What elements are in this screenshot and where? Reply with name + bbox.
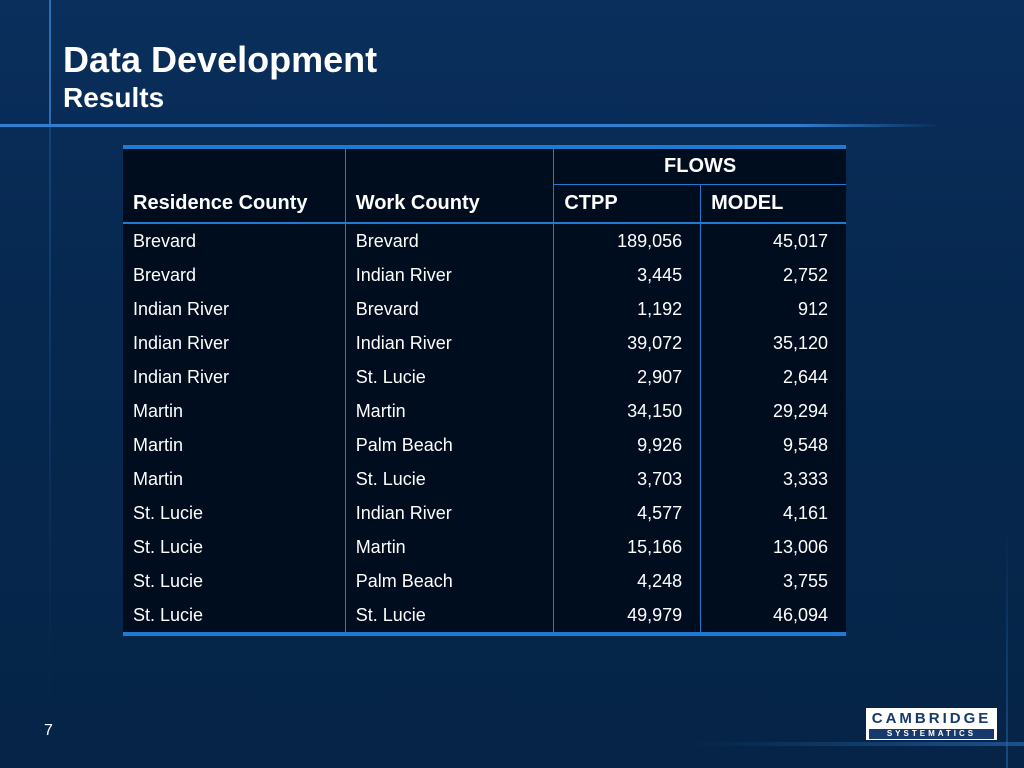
flows-table: FLOWS Residence County Work County CTPP …: [123, 145, 846, 636]
slide-subtitle: Results: [63, 82, 165, 113]
logo-tagline: SYSTEMATICS: [869, 729, 994, 739]
cell-model: 4,161: [700, 496, 846, 530]
table-row: Indian River Brevard 1,192 912: [123, 292, 846, 326]
cambridge-systematics-logo: CAMBRIDGE SYSTEMATICS: [866, 708, 997, 740]
header-ctpp: CTPP: [553, 184, 701, 224]
cell-ctpp: 3,703: [553, 462, 701, 496]
accent-horizontal-line: [0, 124, 940, 127]
table-row: St. Lucie Martin 15,166 13,006: [123, 530, 846, 564]
cell-ctpp: 9,926: [553, 428, 701, 462]
cell-ctpp: 4,248: [553, 564, 701, 598]
cell-work-county: Brevard: [344, 292, 554, 326]
cell-model: 9,548: [700, 428, 846, 462]
cell-residence-county: Indian River: [133, 298, 230, 319]
cell-work-county: St. Lucie: [344, 598, 554, 634]
table-row: Martin St. Lucie 3,703 3,333: [123, 462, 846, 496]
cell-residence-county: St. Lucie: [133, 604, 204, 625]
cell-ctpp: 3,445: [553, 258, 701, 292]
cell-residence-county: St. Lucie: [133, 536, 204, 557]
cell-ctpp: 1,192: [553, 292, 701, 326]
cell-residence-county: Indian River: [133, 366, 230, 387]
table-row: St. Lucie Palm Beach 4,248 3,755: [123, 564, 846, 598]
header-model: MODEL: [700, 184, 846, 224]
table-row: Martin Palm Beach 9,926 9,548: [123, 428, 846, 462]
cell-residence-county: Martin: [133, 468, 184, 489]
cell-ctpp: 34,150: [553, 394, 701, 428]
cell-model: 3,333: [700, 462, 846, 496]
table-row: Indian River St. Lucie 2,907 2,644: [123, 360, 846, 394]
cell-model: 2,644: [700, 360, 846, 394]
table-row: Brevard Brevard 189,056 45,017: [123, 223, 846, 258]
header-flows: FLOWS: [553, 147, 846, 185]
cell-model: 29,294: [700, 394, 846, 428]
cell-ctpp: 39,072: [553, 326, 701, 360]
accent-bottom-line: [690, 742, 1024, 746]
table-row: Brevard Indian River 3,445 2,752: [123, 258, 846, 292]
header-work-county: Work County: [344, 184, 554, 224]
header-spacer-residence: [123, 147, 345, 185]
accent-right-line: [1006, 520, 1008, 768]
cell-residence-county: Brevard: [133, 264, 197, 285]
cell-residence-county: St. Lucie: [133, 502, 204, 523]
logo-name: CAMBRIDGE: [871, 710, 992, 727]
table-row: St. Lucie St. Lucie 49,979 46,094: [123, 598, 846, 634]
header-spacer-work: [344, 147, 554, 185]
cell-work-county: Martin: [344, 394, 554, 428]
cell-work-county: St. Lucie: [344, 360, 554, 394]
accent-vertical-line: [49, 0, 51, 125]
cell-model: 13,006: [700, 530, 846, 564]
cell-ctpp: 15,166: [553, 530, 701, 564]
table-row: St. Lucie Indian River 4,577 4,161: [123, 496, 846, 530]
table-header-row: Residence County Work County CTPP MODEL: [123, 184, 846, 224]
table-header-group-row: FLOWS: [123, 147, 846, 185]
cell-ctpp: 2,907: [553, 360, 701, 394]
page-number: 7: [44, 722, 53, 739]
cell-model: 912: [700, 292, 846, 326]
cell-residence-county: Indian River: [133, 332, 230, 353]
cell-work-county: Indian River: [344, 258, 554, 292]
cell-work-county: Indian River: [344, 496, 554, 530]
table-row: Indian River Indian River 39,072 35,120: [123, 326, 846, 360]
cell-work-county: St. Lucie: [344, 462, 554, 496]
cell-residence-county: Martin: [133, 400, 184, 421]
cell-residence-county: Brevard: [133, 230, 197, 251]
cell-model: 2,752: [700, 258, 846, 292]
cell-work-county: Brevard: [344, 223, 554, 258]
cell-work-county: Palm Beach: [344, 564, 554, 598]
cell-ctpp: 4,577: [553, 496, 701, 530]
header-residence-county: Residence County: [123, 184, 346, 224]
slide-title: Data Development: [63, 39, 378, 80]
table-body: Brevard Brevard 189,056 45,017 Brevard Indian…: [123, 223, 846, 634]
cell-model: 3,755: [700, 564, 846, 598]
cell-ctpp: 189,056: [553, 223, 701, 258]
accent-vertical-line-faint: [49, 127, 51, 707]
cell-model: 35,120: [700, 326, 846, 360]
cell-residence-county: Martin: [133, 434, 184, 455]
cell-residence-county: St. Lucie: [133, 570, 204, 591]
cell-ctpp: 49,979: [553, 598, 701, 634]
cell-model: 45,017: [700, 223, 846, 258]
flows-table-container: FLOWS Residence County Work County CTPP …: [123, 145, 846, 636]
cell-work-county: Indian River: [344, 326, 554, 360]
cell-model: 46,094: [700, 598, 846, 634]
cell-work-county: Palm Beach: [344, 428, 554, 462]
cell-work-county: Martin: [344, 530, 554, 564]
table-row: Martin Martin 34,150 29,294: [123, 394, 846, 428]
